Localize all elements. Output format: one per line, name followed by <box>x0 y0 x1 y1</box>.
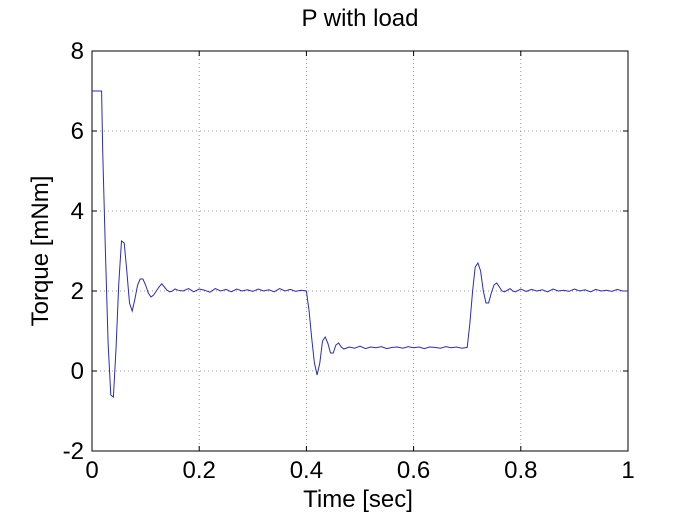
y-tick-label: 0 <box>71 358 84 385</box>
x-tick-label: 0.4 <box>290 457 323 484</box>
y-axis-label: Torque [mNm] <box>27 176 54 327</box>
chart-title: P with load <box>302 5 419 32</box>
x-tick-label: 0.8 <box>504 457 537 484</box>
x-tick-label: 0 <box>85 457 98 484</box>
x-axis-label: Time [sec] <box>303 486 413 513</box>
y-tick-label: 8 <box>71 38 84 65</box>
y-tick-label: 6 <box>71 118 84 145</box>
y-tick-label: 2 <box>71 278 84 305</box>
series-line-torque <box>92 90 628 398</box>
x-tick-label: 0.2 <box>183 457 216 484</box>
y-tick-label: -2 <box>63 438 84 465</box>
plot-frame <box>91 50 629 452</box>
grid <box>92 51 628 451</box>
x-tick-label: 0.6 <box>397 457 430 484</box>
x-tick-label: 1 <box>621 457 634 484</box>
y-tick-label: 4 <box>71 198 84 225</box>
